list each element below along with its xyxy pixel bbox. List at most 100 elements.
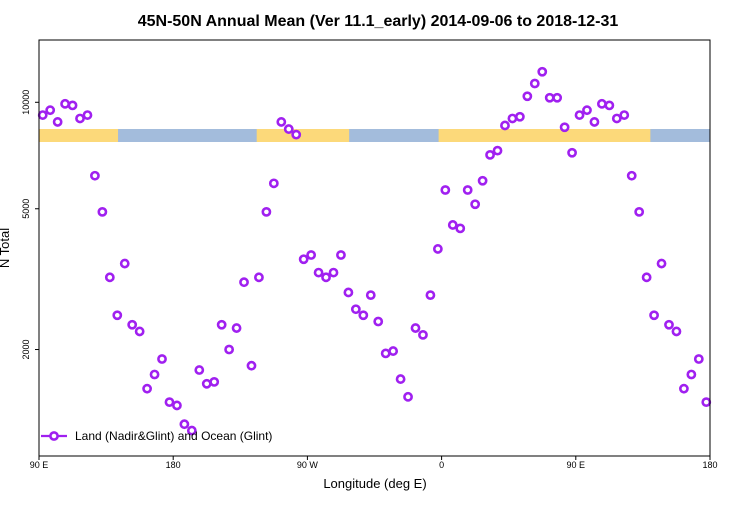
data-point (447, 220, 458, 230)
legend-marker (49, 431, 59, 441)
data-point (365, 290, 376, 301)
land-segment-3 (438, 129, 651, 142)
x-tick-label: 180 (166, 460, 181, 470)
data-point (492, 145, 503, 156)
data-point (313, 267, 324, 278)
x-tick-label: 90 E (567, 460, 586, 470)
data-point (537, 66, 548, 77)
legend: Land (Nadir&Glint) and Ocean (Glint) (41, 429, 272, 443)
land-ocean-band (39, 129, 710, 142)
data-point (596, 98, 607, 109)
data-point (701, 397, 712, 408)
data-point (425, 290, 436, 301)
data-point (149, 369, 160, 380)
y-axis: 2000 5000 10000 (21, 90, 39, 360)
data-point (395, 374, 406, 384)
data-point (589, 117, 600, 127)
data-point (276, 117, 287, 127)
data-points (37, 66, 712, 436)
data-point (90, 170, 100, 181)
data-point (306, 250, 317, 260)
data-point (82, 110, 93, 120)
data-point (470, 199, 481, 210)
legend-label: Land (Nadir&Glint) and Ocean (Glint) (75, 429, 272, 443)
data-point (172, 400, 182, 411)
x-tick-label: 0 (439, 460, 444, 470)
x-tick-label: 180 (702, 460, 717, 470)
data-point (283, 124, 294, 134)
chart-title: 45N-50N Annual Mean (Ver 11.1_early) 201… (138, 13, 619, 30)
data-point (507, 113, 518, 124)
land-segment-2 (256, 129, 350, 142)
data-point (410, 323, 421, 333)
data-point (127, 319, 138, 330)
y-axis-label: N Total (0, 228, 12, 268)
data-point (552, 92, 563, 103)
data-point (679, 383, 689, 394)
data-point (686, 369, 697, 380)
data-point (254, 272, 264, 283)
data-point (664, 319, 674, 330)
x-axis-label: Longitude (deg E) (323, 476, 426, 491)
data-point (134, 326, 145, 337)
x-tick-label: 90 E (30, 460, 49, 470)
data-point (380, 348, 391, 359)
data-point (67, 100, 78, 111)
data-point (60, 98, 70, 109)
x-tick-label: 90 W (297, 460, 319, 470)
data-point (75, 113, 85, 124)
data-point (500, 120, 510, 131)
data-point (97, 206, 108, 217)
data-point (194, 365, 205, 375)
data-point (432, 244, 443, 254)
y-tick-label: 10000 (21, 90, 31, 115)
data-point (224, 344, 235, 355)
data-point (388, 346, 399, 356)
data-point (328, 267, 339, 278)
land-segment-1 (39, 129, 119, 142)
data-point (104, 272, 115, 283)
data-point (462, 185, 473, 195)
data-point (52, 117, 63, 127)
data-point (239, 277, 249, 288)
data-point (261, 206, 272, 217)
data-point (45, 105, 56, 116)
data-point (514, 111, 525, 122)
data-point (574, 110, 585, 120)
data-point (343, 287, 354, 298)
data-point (656, 258, 667, 269)
data-point (231, 323, 242, 333)
x-axis: 90 E 180 90 W 0 90 E 180 (30, 456, 718, 470)
y-tick-label: 5000 (21, 199, 31, 219)
data-point (626, 170, 637, 181)
data-point (544, 92, 555, 103)
data-point (216, 319, 227, 330)
data-point (611, 113, 622, 124)
data-point (582, 105, 592, 116)
data-point (604, 100, 615, 111)
data-point (321, 272, 331, 283)
data-point (157, 354, 167, 364)
data-point (201, 378, 212, 389)
data-point (298, 254, 309, 265)
data-point (418, 329, 428, 340)
data-point (440, 185, 451, 195)
data-point (246, 360, 257, 371)
data-point (209, 376, 220, 387)
data-point (336, 250, 346, 260)
data-point (37, 110, 48, 120)
y-tick-label: 2000 (21, 340, 31, 360)
data-point (649, 310, 659, 321)
data-point (619, 110, 630, 120)
data-point (268, 178, 279, 189)
data-point (179, 419, 190, 430)
data-point (641, 272, 652, 283)
data-point (119, 258, 130, 269)
data-point (350, 304, 361, 315)
data-point (529, 78, 540, 89)
data-point (373, 316, 384, 327)
data-point (567, 147, 577, 158)
data-point (455, 223, 466, 234)
data-point (403, 391, 413, 402)
